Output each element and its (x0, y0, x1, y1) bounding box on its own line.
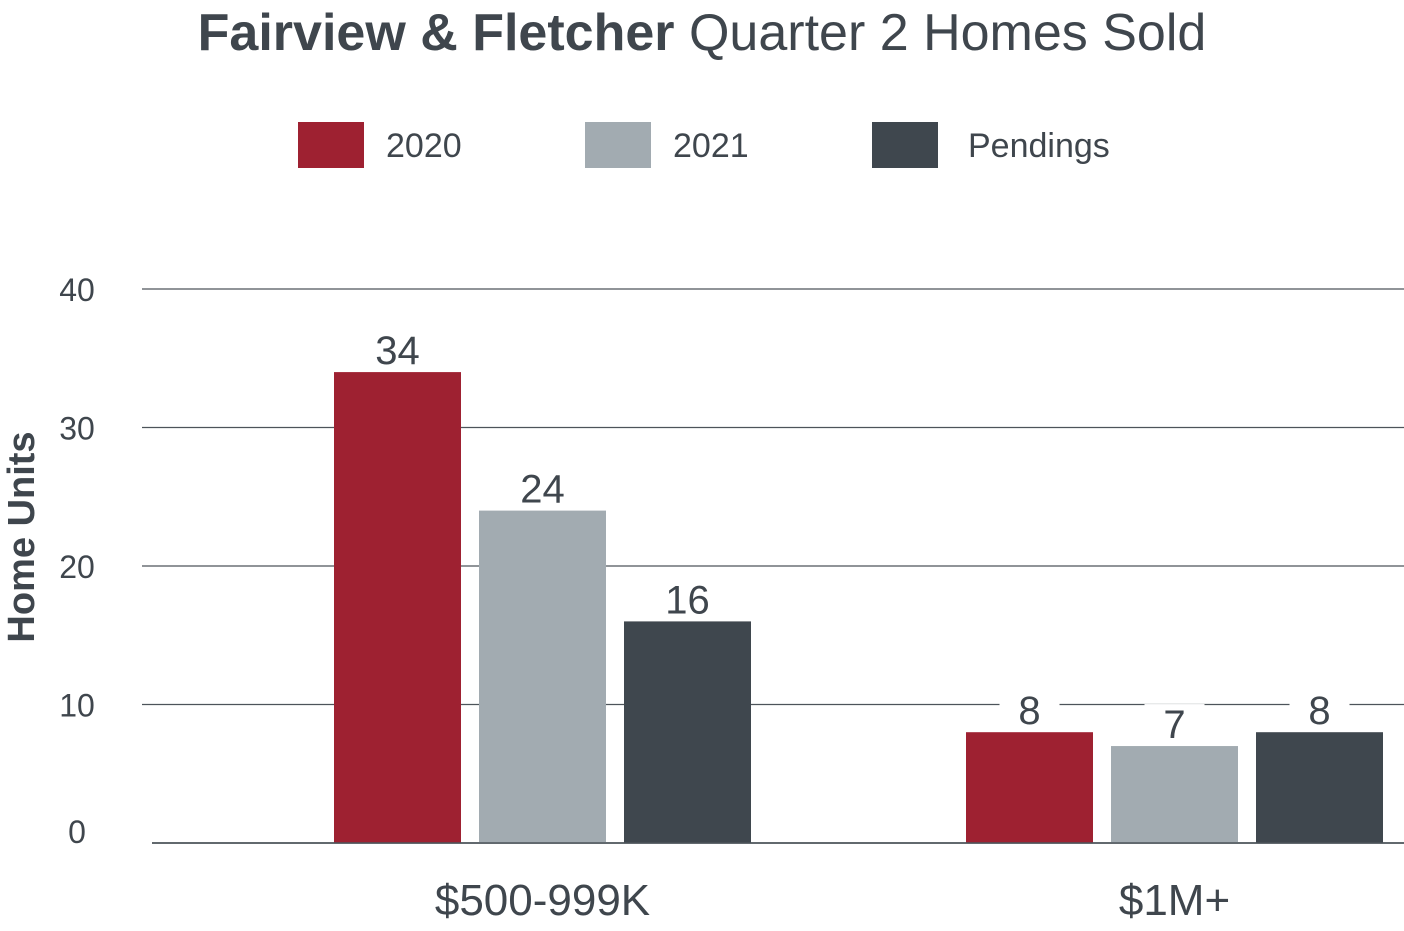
y-tick-label-10: 10 (59, 688, 95, 724)
legend-swatch-2020 (298, 122, 364, 168)
data-label-pendings-500-999k: 16 (665, 578, 710, 622)
data-label-bg-2020-1m (999, 690, 1060, 731)
data-label-bg-2020-500-999k (367, 330, 428, 371)
data-label-2020-1m: 8 (1018, 689, 1040, 733)
legend-label-2021: 2021 (673, 127, 749, 165)
data-label-bg-2021-500-999k (512, 468, 573, 509)
y-tick-label-30: 30 (59, 411, 95, 447)
legend-swatch-pendings (872, 122, 938, 168)
bar-2021-1m (1111, 746, 1238, 843)
legend-label-pendings: Pendings (968, 127, 1110, 165)
data-label-bg-2021-1m (1144, 704, 1205, 745)
y-tick-label-40: 40 (59, 272, 95, 308)
chart-title-bold: Fairview & Fletcher (197, 4, 675, 62)
data-label-2021-1m: 7 (1163, 703, 1185, 747)
bar-2021-500-999k (479, 510, 606, 843)
y-axis-label: Home Units (1, 431, 43, 642)
bar-pendings-1m (1256, 732, 1383, 843)
bar-2020-1m (966, 732, 1093, 843)
data-label-pendings-1m: 8 (1308, 689, 1330, 733)
data-label-2020-500-999k: 34 (375, 329, 420, 373)
legend-swatch-2021 (585, 122, 651, 168)
x-category-label-1m: $1M+ (1119, 876, 1230, 925)
y-tick-label-20: 20 (59, 549, 95, 585)
chart-title: Fairview & Fletcher Quarter 2 Homes Sold (0, 2, 1404, 64)
legend-label-2020: 2020 (386, 127, 462, 165)
data-label-bg-pendings-1m (1289, 690, 1350, 731)
x-category-label-500-999k: $500-999K (435, 876, 650, 925)
data-label-bg-pendings-500-999k (657, 579, 718, 620)
chart-title-rest: Quarter 2 Homes Sold (688, 4, 1207, 62)
bar-pendings-500-999k (624, 621, 751, 843)
bar-2020-500-999k (334, 372, 461, 843)
data-label-2021-500-999k: 24 (520, 468, 565, 512)
y-tick-label-0: 0 (68, 814, 86, 850)
legend: 2020 2021 Pendings (0, 122, 1404, 170)
